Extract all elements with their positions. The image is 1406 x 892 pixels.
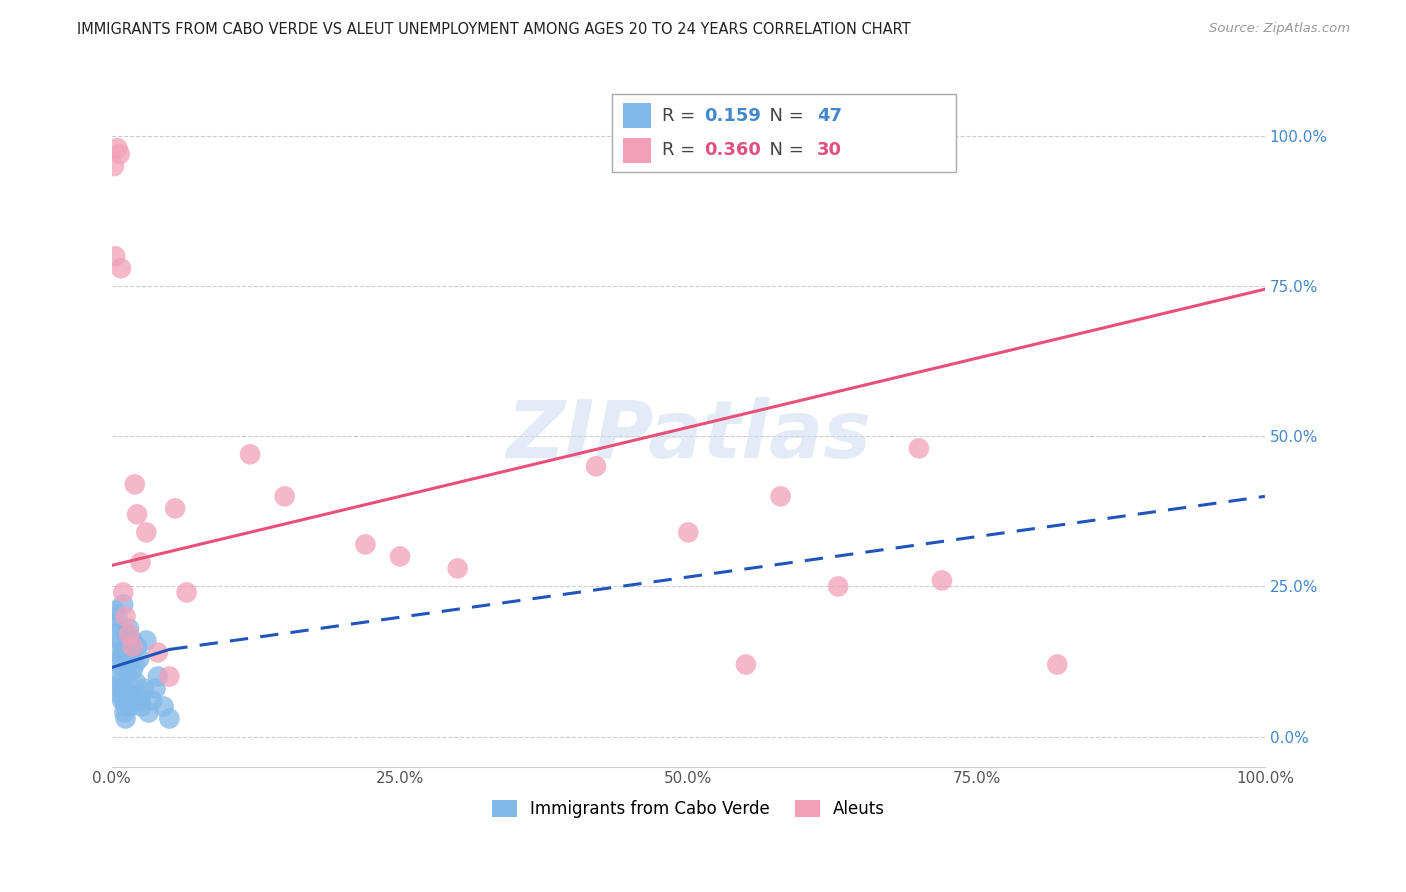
- Point: [165, 501, 187, 516]
- Text: N =: N =: [758, 141, 810, 159]
- Point: [131, 699, 153, 714]
- Point: [118, 627, 141, 641]
- Point: [931, 574, 953, 588]
- Point: [112, 598, 135, 612]
- Point: [108, 657, 131, 672]
- Point: [125, 675, 148, 690]
- Point: [114, 712, 136, 726]
- Point: [118, 688, 141, 702]
- Point: [107, 609, 129, 624]
- Point: [110, 261, 132, 276]
- Point: [135, 633, 157, 648]
- Point: [112, 645, 135, 659]
- Point: [735, 657, 758, 672]
- Point: [129, 693, 152, 707]
- Point: [112, 681, 135, 696]
- Point: [120, 651, 142, 665]
- Point: [152, 699, 174, 714]
- Point: [107, 669, 129, 683]
- Text: 0.360: 0.360: [704, 141, 761, 159]
- Point: [117, 669, 139, 683]
- Point: [114, 609, 136, 624]
- Point: [128, 651, 150, 665]
- Point: [827, 579, 849, 593]
- Point: [239, 447, 262, 461]
- Text: Source: ZipAtlas.com: Source: ZipAtlas.com: [1209, 22, 1350, 36]
- Point: [585, 459, 607, 474]
- Point: [127, 688, 149, 702]
- Point: [124, 477, 146, 491]
- Point: [146, 669, 169, 683]
- Point: [678, 525, 700, 540]
- Point: [769, 489, 792, 503]
- Point: [104, 249, 127, 263]
- Point: [114, 699, 136, 714]
- Point: [103, 159, 125, 173]
- Point: [101, 615, 124, 630]
- Point: [908, 442, 931, 456]
- Point: [120, 699, 142, 714]
- Point: [1046, 657, 1069, 672]
- Point: [146, 645, 169, 659]
- Point: [107, 141, 129, 155]
- Point: [107, 681, 129, 696]
- Point: [124, 657, 146, 672]
- Point: [111, 651, 134, 665]
- Text: R =: R =: [662, 107, 702, 125]
- Point: [117, 657, 139, 672]
- Point: [157, 669, 180, 683]
- Point: [111, 693, 134, 707]
- Point: [129, 556, 152, 570]
- Point: [112, 585, 135, 599]
- Text: 30: 30: [817, 141, 842, 159]
- Point: [125, 640, 148, 654]
- Point: [388, 549, 411, 564]
- Point: [121, 640, 143, 654]
- Point: [121, 633, 143, 648]
- Point: [447, 561, 470, 575]
- Point: [138, 706, 160, 720]
- Point: [121, 664, 143, 678]
- Point: [273, 489, 295, 503]
- Point: [108, 147, 131, 161]
- Point: [157, 712, 180, 726]
- Legend: Immigrants from Cabo Verde, Aleuts: Immigrants from Cabo Verde, Aleuts: [485, 794, 891, 825]
- Point: [104, 603, 127, 617]
- Point: [125, 508, 148, 522]
- Point: [105, 627, 128, 641]
- Point: [110, 688, 132, 702]
- Text: N =: N =: [758, 107, 810, 125]
- Text: R =: R =: [662, 141, 702, 159]
- Point: [112, 706, 135, 720]
- Point: [141, 693, 163, 707]
- Text: 47: 47: [817, 107, 842, 125]
- Point: [112, 693, 135, 707]
- Point: [176, 585, 198, 599]
- Point: [135, 525, 157, 540]
- Point: [354, 537, 377, 551]
- Text: IMMIGRANTS FROM CABO VERDE VS ALEUT UNEMPLOYMENT AMONG AGES 20 TO 24 YEARS CORRE: IMMIGRANTS FROM CABO VERDE VS ALEUT UNEM…: [77, 22, 911, 37]
- Point: [118, 622, 141, 636]
- Point: [122, 693, 145, 707]
- Text: 0.159: 0.159: [704, 107, 761, 125]
- Point: [145, 681, 167, 696]
- Point: [107, 645, 129, 659]
- Point: [132, 681, 155, 696]
- Point: [110, 675, 132, 690]
- Point: [108, 633, 131, 648]
- Text: ZIPatlas: ZIPatlas: [506, 398, 870, 475]
- Point: [115, 627, 138, 641]
- Point: [115, 640, 138, 654]
- Point: [120, 645, 142, 659]
